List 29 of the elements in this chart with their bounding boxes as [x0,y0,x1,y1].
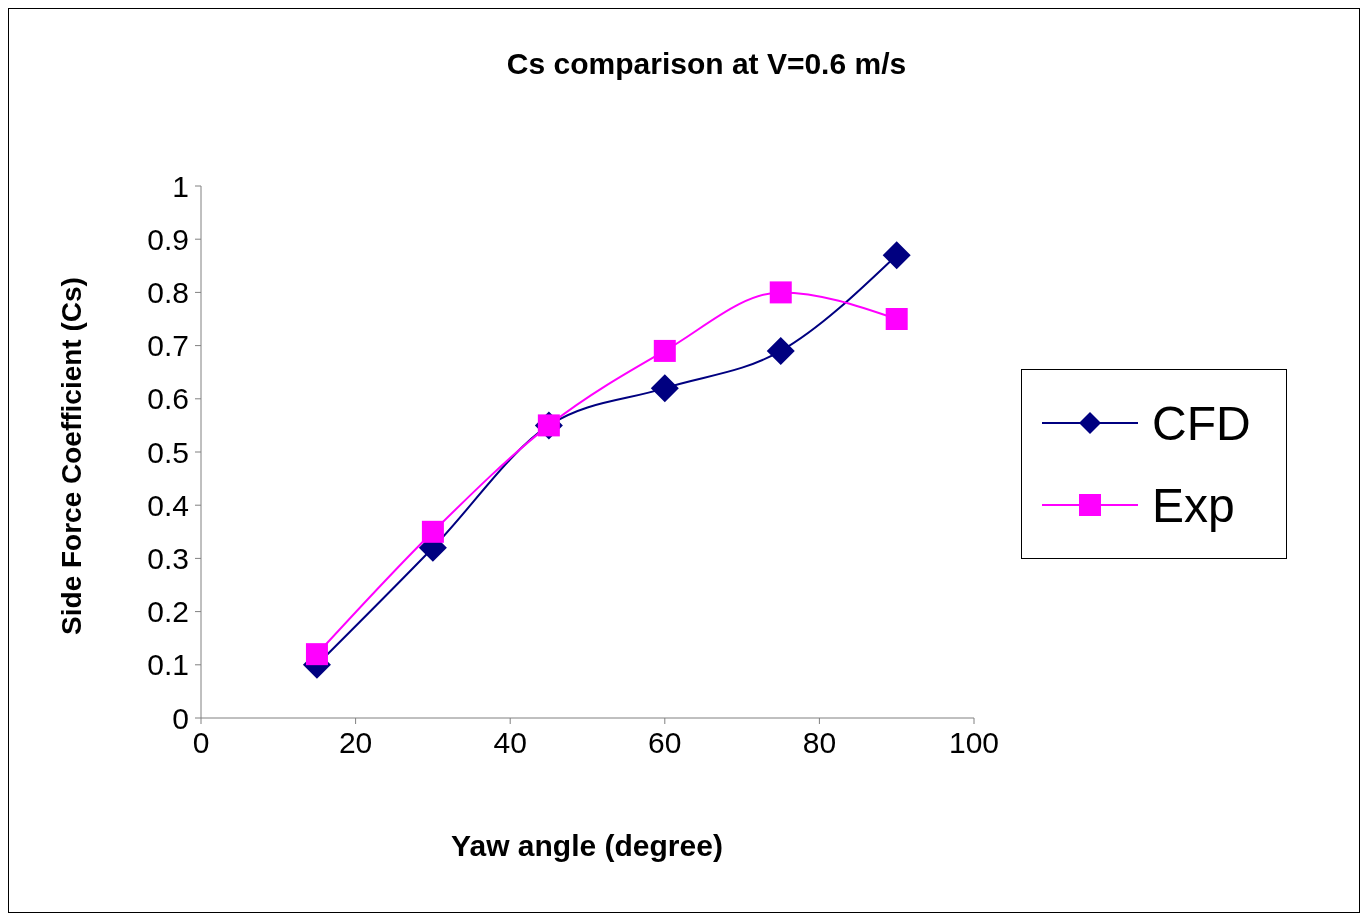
y-tick-label: 0 [172,701,189,735]
y-tick-label: 0.2 [147,595,189,629]
y-tick-label: 0.4 [147,488,189,522]
legend-label: CFD [1152,395,1251,451]
y-tick-label: 0.7 [147,329,189,363]
y-tick-label: 0.6 [147,382,189,416]
y-tick-label: 0.5 [147,435,189,469]
point [766,336,795,365]
point [421,520,444,543]
point [882,241,911,270]
point [769,281,792,304]
chart-title: Cs comparison at V=0.6 m/s [505,47,908,81]
y-tick-label: 0.3 [147,542,189,576]
y-tick-label: 0.9 [147,222,189,256]
y-tick-label: 0.8 [147,276,189,310]
x-tick-label: 60 [648,726,682,760]
x-tick-label: 20 [338,726,373,760]
y-axis-title: Side Force Coefficient (Cs) [56,277,88,635]
point [885,308,908,330]
legend-label: Exp [1152,477,1235,533]
x-axis-title: Yaw angle (degree) [450,829,724,863]
point [305,643,328,666]
point [653,339,676,362]
x-tick-label: 80 [802,726,837,760]
x-tick-label: 100 [948,726,1000,760]
x-tick-label: 40 [493,726,527,760]
y-tick-label: 0.1 [147,648,189,682]
y-tick-label: 1 [172,169,189,203]
point [650,374,679,403]
